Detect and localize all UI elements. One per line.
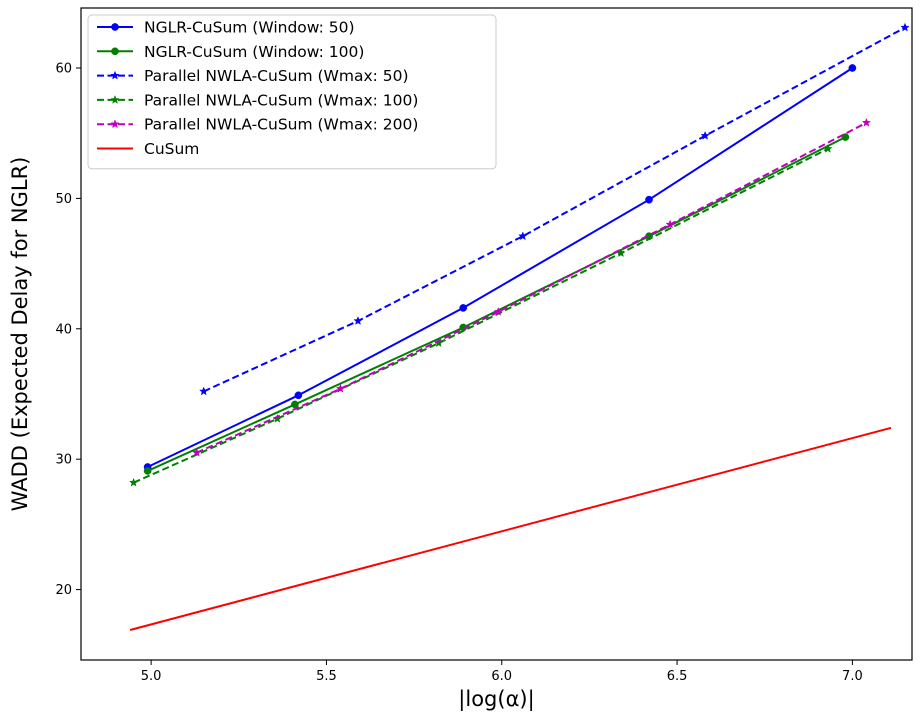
x-tick-label: 6.0 bbox=[491, 669, 512, 684]
series-cusum bbox=[129, 426, 892, 631]
x-tick-label: 7.0 bbox=[842, 669, 863, 684]
series-layer bbox=[128, 22, 910, 631]
y-tick-label: 30 bbox=[55, 453, 72, 468]
legend-entry: Parallel NWLA-CuSum (Wmax: 200) bbox=[97, 116, 418, 134]
data-point bbox=[143, 467, 152, 475]
data-point bbox=[645, 195, 653, 204]
data-point bbox=[823, 143, 833, 153]
data-point bbox=[294, 391, 303, 400]
legend-handle-marker bbox=[110, 70, 120, 80]
y-tick-label: 50 bbox=[55, 192, 72, 207]
y-axis: 20 30 40 50 60 bbox=[55, 61, 81, 598]
y-tick-label: 40 bbox=[55, 322, 72, 337]
plot-frame bbox=[80, 7, 913, 661]
x-axis-label: |log(α)| bbox=[458, 687, 534, 712]
x-tick-label: 6.5 bbox=[667, 669, 688, 684]
data-point bbox=[665, 219, 675, 229]
data-point bbox=[353, 316, 363, 325]
legend-entry: Parallel NWLA-CuSum (Wmax: 50) bbox=[97, 67, 409, 85]
data-point bbox=[459, 304, 468, 312]
series-parallel-nwla-cusum-wmax-200 bbox=[192, 117, 872, 457]
y-tick-label: 20 bbox=[55, 583, 72, 598]
y-axis-label: WADD (Expected Delay for NGLR) bbox=[8, 157, 32, 512]
data-point bbox=[861, 117, 872, 127]
legend-entry: NGLR-CuSum (Window: 50) bbox=[97, 19, 355, 37]
series-parallel-nwla-cusum-wmax-50 bbox=[199, 22, 910, 396]
data-point bbox=[518, 231, 528, 241]
data-point bbox=[700, 130, 710, 140]
x-tick-label: 5.5 bbox=[316, 669, 337, 684]
data-point bbox=[199, 386, 209, 396]
legend-label: Parallel NWLA-CuSum (Wmax: 50) bbox=[144, 67, 409, 85]
y-tick-label: 60 bbox=[55, 61, 72, 76]
legend-label: NGLR-CuSum (Window: 50) bbox=[144, 19, 355, 37]
series-line bbox=[196, 121, 867, 454]
data-point bbox=[128, 477, 139, 487]
legend-label: CuSum bbox=[144, 140, 199, 158]
legend-entry: CuSum bbox=[97, 140, 199, 158]
series-line bbox=[129, 426, 892, 631]
legend-handle-marker bbox=[111, 47, 119, 56]
legend-box bbox=[87, 14, 497, 170]
data-point bbox=[900, 22, 910, 32]
legend-entry: Parallel NWLA-CuSum (Wmax: 100) bbox=[97, 91, 418, 109]
legend-handle-marker bbox=[110, 95, 120, 104]
x-tick-label: 5.0 bbox=[141, 669, 162, 684]
data-point bbox=[192, 447, 202, 457]
legend-entry: NGLR-CuSum (Window: 100) bbox=[97, 43, 364, 61]
data-point bbox=[493, 306, 503, 316]
x-axis: 5.0 5.5 6.0 6.5 7.0 bbox=[141, 660, 863, 684]
legend-label: Parallel NWLA-CuSum (Wmax: 200) bbox=[144, 116, 418, 134]
legend-label: NGLR-CuSum (Window: 100) bbox=[144, 43, 364, 61]
legend-handle-marker bbox=[111, 23, 119, 31]
data-point bbox=[335, 383, 346, 393]
legend: NGLR-CuSum (Window: 50) NGLR-CuSum (Windo… bbox=[87, 14, 497, 170]
data-point bbox=[848, 64, 857, 72]
legend-label: Parallel NWLA-CuSum (Wmax: 100) bbox=[144, 91, 418, 109]
legend-handle-marker bbox=[110, 119, 120, 129]
